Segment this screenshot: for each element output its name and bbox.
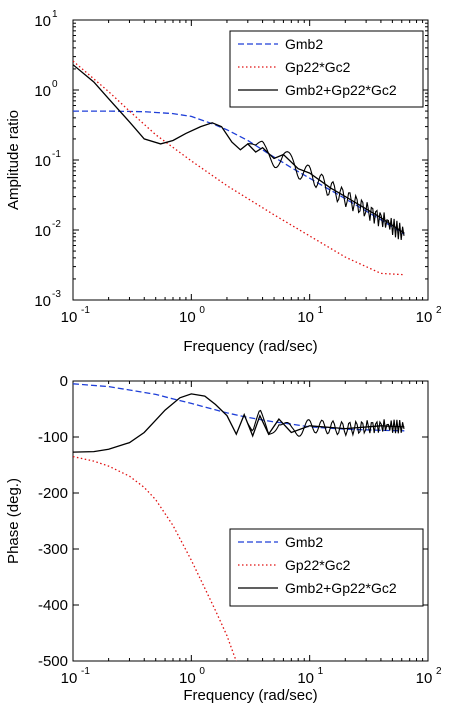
- x-tick-exponent: 0: [199, 666, 205, 677]
- y-tick-label: 10: [34, 293, 51, 310]
- legend-label-1: Gmb2: [285, 534, 323, 550]
- legend-box: [229, 30, 424, 108]
- x-tick-label: 10: [416, 309, 433, 326]
- y-tick-label: 0: [60, 373, 68, 390]
- x-tick-exponent: -1: [81, 305, 90, 316]
- y-tick-label: 10: [34, 223, 51, 240]
- data-area: [73, 60, 405, 276]
- series-line-2: [73, 455, 237, 661]
- y-axis-label: Amplitude ratio: [5, 110, 22, 210]
- legend-label-3: Gmb2+Gp22*Gc2: [285, 82, 397, 98]
- x-tick-exponent: 1: [318, 666, 324, 677]
- y-tick-exponent: -2: [52, 219, 61, 230]
- x-tick-label: 10: [297, 670, 314, 687]
- y-tick-exponent: -3: [52, 289, 61, 300]
- legend: Gmb2 Gp22*Gc2 Gmb2+Gp22*Gc2: [229, 30, 424, 108]
- x-tick-exponent: 0: [199, 305, 205, 316]
- series-oscillation-3: [247, 140, 405, 240]
- y-tick-label: -200: [38, 485, 68, 502]
- chart-2: 10 -1 10 0 10 1 10 20-100-200-300-400-500Freque…: [5, 373, 442, 704]
- y-tick-label: 10: [34, 153, 51, 170]
- legend-label-3: Gmb2+Gp22*Gc2: [285, 580, 397, 596]
- x-tick-label: 10: [179, 670, 196, 687]
- y-tick-label: -500: [38, 653, 68, 670]
- x-tick-label: 10: [179, 309, 196, 326]
- x-axis-label: Frequency (rad/sec): [183, 338, 317, 355]
- series-line-3: [73, 393, 405, 453]
- x-tick-label: 10: [416, 670, 433, 687]
- y-tick-label: -400: [38, 597, 68, 614]
- legend-label-2: Gp22*Gc2: [285, 59, 351, 75]
- y-tick-exponent: -1: [52, 149, 61, 160]
- y-tick-label: -100: [38, 429, 68, 446]
- chart-1: 10 -1 10 0 10 1 10 210 -310 -210 -110 010 1Frequency…: [5, 9, 442, 355]
- y-tick-exponent: 1: [52, 9, 58, 20]
- y-tick-label: 10: [34, 83, 51, 100]
- series-line-1: [73, 110, 405, 235]
- legend: Gmb2 Gp22*Gc2 Gmb2+Gp22*Gc2: [229, 528, 424, 607]
- series-line-1: [73, 383, 405, 432]
- data-area: [73, 383, 405, 661]
- x-tick-exponent: 2: [436, 305, 442, 316]
- y-axis-label: Phase (deg.): [5, 478, 22, 564]
- x-tick-exponent: 2: [436, 666, 442, 677]
- y-tick-exponent: 0: [52, 79, 58, 90]
- legend-label-2: Gp22*Gc2: [285, 557, 351, 573]
- x-tick-exponent: 1: [318, 305, 324, 316]
- plot-frame: [72, 380, 429, 662]
- y-tick-label: 10: [34, 13, 51, 30]
- legend-label-1: Gmb2: [285, 36, 323, 52]
- y-tick-label: -300: [38, 541, 68, 558]
- x-tick-label: 10: [61, 670, 78, 687]
- x-tick-label: 10: [297, 309, 314, 326]
- legend-box: [229, 528, 424, 607]
- x-axis-label: Frequency (rad/sec): [183, 687, 317, 704]
- series-oscillation-3: [247, 409, 405, 438]
- x-tick-label: 10: [61, 309, 78, 326]
- x-tick-exponent: -1: [81, 666, 90, 677]
